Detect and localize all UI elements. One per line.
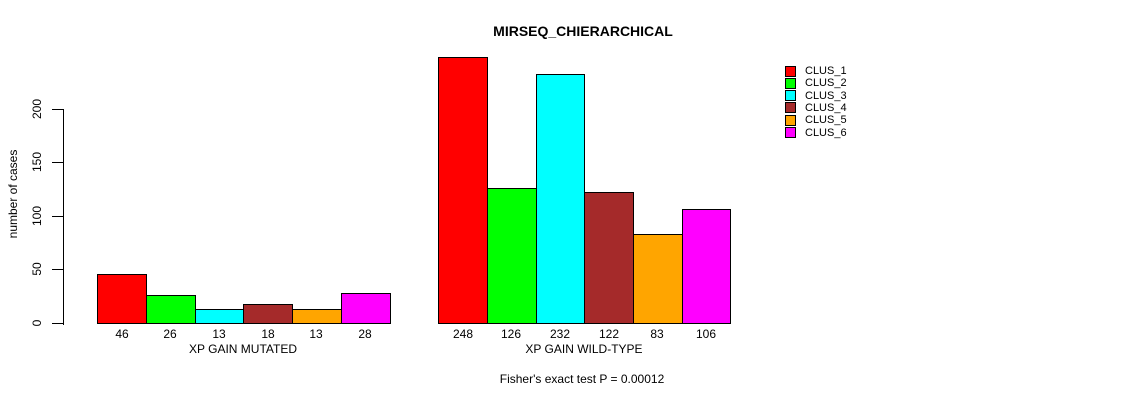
bar-clus_5 bbox=[633, 234, 683, 324]
legend-item-label: CLUS_1 bbox=[805, 65, 847, 77]
bar-value-label: 232 bbox=[549, 327, 571, 341]
legend-swatch bbox=[785, 127, 796, 138]
bar-value-label: 83 bbox=[650, 327, 664, 341]
bar-clus_2 bbox=[487, 188, 537, 324]
bar-clus_6 bbox=[341, 293, 391, 324]
bar-clus_5 bbox=[292, 309, 342, 324]
bar-clus_3 bbox=[536, 74, 585, 324]
y-tick-label: 0 bbox=[30, 319, 44, 327]
legend-swatch bbox=[785, 77, 796, 89]
y-tick-label: 100 bbox=[30, 205, 44, 227]
y-tick-label: 50 bbox=[30, 262, 44, 276]
y-tick-mark bbox=[52, 109, 63, 110]
legend-item: CLUS_3 bbox=[785, 90, 847, 102]
bar-value-label: 18 bbox=[261, 327, 275, 341]
y-tick-mark bbox=[52, 323, 63, 324]
bar-clus_1 bbox=[438, 57, 488, 324]
bar-value-label: 126 bbox=[500, 327, 522, 341]
bar-value-label: 13 bbox=[309, 327, 323, 341]
y-axis-label: number of cases bbox=[6, 149, 20, 239]
bar-clus_4 bbox=[243, 304, 293, 324]
y-tick-label: 200 bbox=[30, 98, 44, 120]
legend-item: CLUS_2 bbox=[785, 77, 847, 89]
legend-swatch bbox=[785, 102, 796, 114]
legend-item: CLUS_4 bbox=[785, 102, 847, 114]
y-axis-line bbox=[63, 109, 64, 325]
bar-clus_4 bbox=[584, 192, 634, 324]
bar-value-label: 46 bbox=[115, 327, 129, 341]
y-tick-mark bbox=[52, 216, 63, 217]
chart-caption: Fisher's exact test P = 0.00012 bbox=[499, 372, 665, 386]
y-tick-mark bbox=[52, 162, 63, 163]
legend-item: CLUS_6 bbox=[785, 127, 847, 139]
bar-clus_1 bbox=[97, 274, 147, 324]
legend-item: CLUS_1 bbox=[785, 65, 847, 77]
legend-swatch bbox=[785, 114, 796, 126]
bar-clus_3 bbox=[195, 309, 244, 324]
y-tick-mark bbox=[52, 269, 63, 270]
y-tick-label: 150 bbox=[30, 151, 44, 173]
legend-item-label: CLUS_4 bbox=[805, 101, 847, 114]
legend-item-label: CLUS_5 bbox=[805, 114, 847, 127]
bar-value-label: 122 bbox=[598, 327, 620, 341]
legend-swatch bbox=[785, 65, 796, 77]
bar-value-label: 26 bbox=[163, 327, 177, 341]
bar-clus_2 bbox=[146, 295, 196, 324]
group-label: XP GAIN WILD-TYPE bbox=[525, 342, 643, 356]
legend-item-label: CLUS_6 bbox=[805, 126, 847, 139]
chart-title: MIRSEQ_CHIERARCHICAL bbox=[493, 23, 673, 39]
group-label: XP GAIN MUTATED bbox=[188, 342, 298, 356]
bar-value-label: 28 bbox=[358, 327, 372, 341]
bar-value-label: 106 bbox=[695, 327, 717, 341]
legend-item-label: CLUS_2 bbox=[805, 77, 847, 90]
legend-swatch bbox=[785, 90, 796, 102]
legend-item: CLUS_5 bbox=[785, 114, 847, 126]
bar-value-label: 248 bbox=[452, 327, 474, 341]
bar-value-label: 13 bbox=[212, 327, 226, 341]
legend-item-label: CLUS_3 bbox=[805, 89, 847, 102]
bar-clus_6 bbox=[682, 209, 731, 324]
